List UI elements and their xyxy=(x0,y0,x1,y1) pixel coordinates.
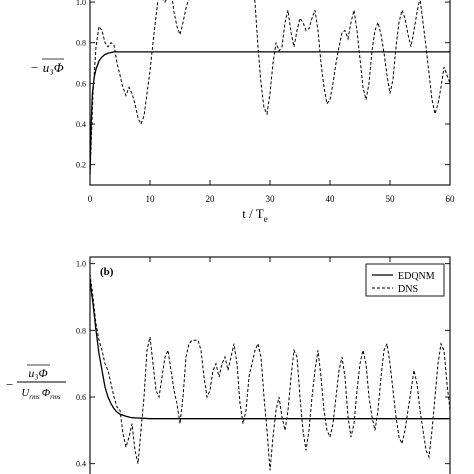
chart-bottom-panel: 0.4 0.6 0.8 1.0 (b) EDQNM DNS − u₃Φ Urms Φrm… xyxy=(6,256,451,474)
bottom-y-axis-label-prefix: − xyxy=(6,377,13,392)
top-tick-labels: 0.2 0.4 0.6 0.8 1.0 0 10 20 30 40 50 60 xyxy=(76,0,455,204)
x-tick-label: 50 xyxy=(386,194,396,204)
top-series xyxy=(90,0,450,175)
x-tick-label: 0 xyxy=(88,194,93,204)
top-plot-frame xyxy=(89,0,451,186)
top-y-axis-label-text: − u₃Φ xyxy=(30,60,64,75)
y-tick-label: 0.8 xyxy=(76,326,86,335)
y-tick-label: 1.0 xyxy=(76,260,86,269)
bottom-series xyxy=(90,273,450,471)
legend-label-dns: DNS xyxy=(398,284,418,295)
bottom-y-axis-label-numerator: u₃Φ xyxy=(28,366,47,380)
legend-label-edqnm: EDQNM xyxy=(398,271,435,282)
y-tick-label: 0.8 xyxy=(76,39,86,48)
legend: EDQNM DNS xyxy=(365,263,445,297)
top-x-axis-label: t / Te xyxy=(242,206,267,224)
bottom-tick-labels: 0.4 0.6 0.8 1.0 xyxy=(76,260,86,469)
bottom-y-axis-label: − u₃Φ Urms Φrms xyxy=(6,364,66,401)
y-tick-label: 0.4 xyxy=(76,120,86,129)
series-line-dashed xyxy=(90,0,450,175)
y-tick-label: 0.6 xyxy=(76,79,86,88)
series-line-solid xyxy=(90,280,450,420)
series-line-dashed xyxy=(90,273,450,471)
y-tick-label: 0.6 xyxy=(76,393,86,402)
y-tick-label: 1.0 xyxy=(76,0,86,7)
top-y-axis-label: − u₃Φ xyxy=(30,58,64,75)
x-tick-label: 10 xyxy=(146,194,156,204)
y-tick-label: 0.2 xyxy=(76,161,86,170)
x-tick-label: 20 xyxy=(206,194,216,204)
panel-label: (b) xyxy=(100,266,114,278)
bottom-y-axis-label-denominator: Urms Φrms xyxy=(21,387,61,401)
y-tick-label: 0.4 xyxy=(76,460,86,469)
legend-box xyxy=(365,263,445,297)
x-tick-label: 30 xyxy=(266,194,276,204)
x-tick-label: 40 xyxy=(326,194,336,204)
x-tick-label: 60 xyxy=(446,194,456,204)
bottom-plot-frame xyxy=(89,256,451,474)
chart-top-panel: 0.2 0.4 0.6 0.8 1.0 0 10 20 30 40 50 60 t / Te − u₃Φ xyxy=(30,0,455,224)
